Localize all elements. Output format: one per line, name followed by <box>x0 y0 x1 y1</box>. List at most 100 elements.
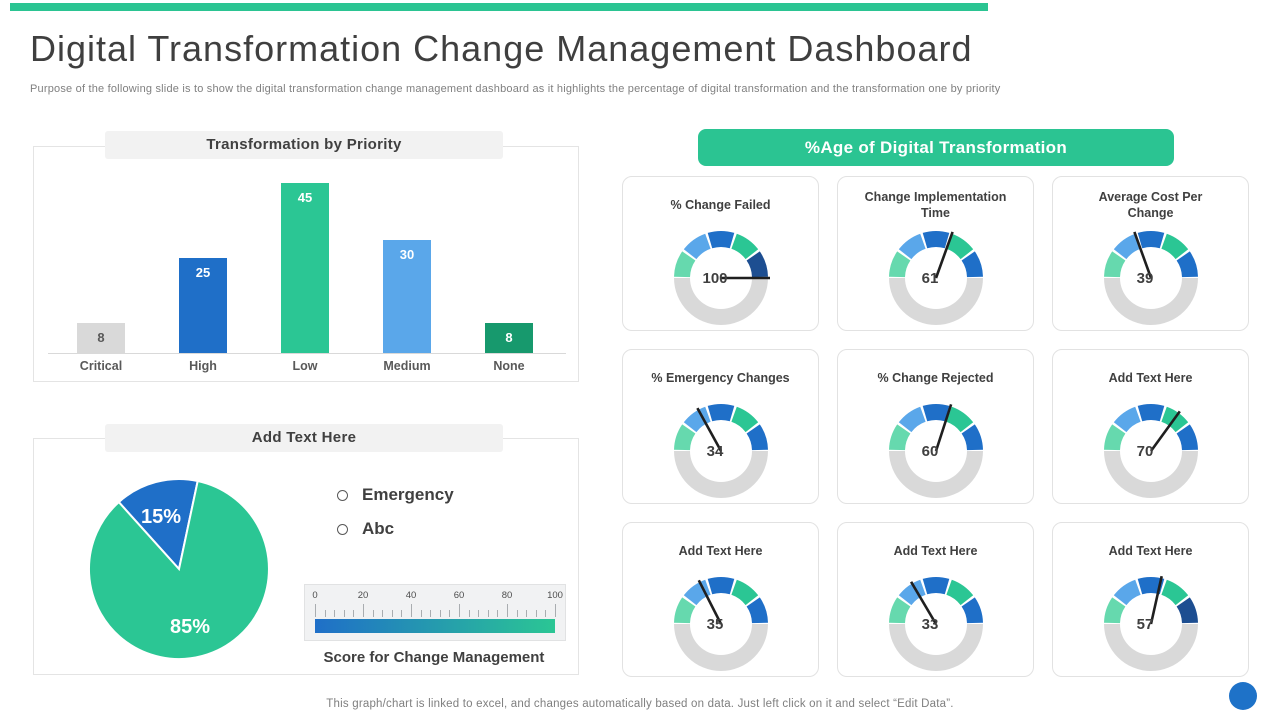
gauge-value: 34 <box>706 443 723 460</box>
gauge-grid: % Change Failed 100 Change Implementation … <box>622 176 1249 677</box>
gauge-segment <box>1113 233 1141 260</box>
gauge-chart[interactable]: 34 <box>656 397 786 499</box>
gauge-card[interactable]: Average Cost Per Change 39 <box>1052 176 1249 331</box>
bar-high[interactable] <box>179 258 227 353</box>
bar-chart-panel[interactable]: 8 Critical 25 High 45 Low 30 Medium 8 None <box>33 146 579 382</box>
gauge-chart[interactable]: 33 <box>871 570 1001 672</box>
gauge-segment <box>961 597 983 624</box>
gauge-segment <box>746 597 768 624</box>
gauge-segment <box>945 233 973 260</box>
bar-chart-title: Transformation by Priority <box>105 131 503 159</box>
gauge-needle <box>1149 575 1163 625</box>
gauge-card-title: % Emergency Changes <box>651 371 790 386</box>
gauge-value: 61 <box>921 270 938 287</box>
gauge-inactive-arc <box>888 624 983 671</box>
gauge-card[interactable]: % Change Failed 100 <box>622 176 819 331</box>
scale-minor-tick <box>449 610 451 617</box>
bar-x-label: High <box>189 359 217 373</box>
gauge-segment <box>922 576 949 595</box>
gauge-segment <box>1176 251 1198 278</box>
gauge-segment <box>673 597 695 624</box>
gauge-segment <box>1176 424 1198 451</box>
gauge-chart[interactable]: 61 <box>871 224 1001 326</box>
gauge-segment <box>1176 597 1198 624</box>
gauge-inactive-arc <box>1103 451 1198 498</box>
gauge-segment <box>1137 403 1164 422</box>
gauge-value: 57 <box>1136 616 1153 633</box>
scale-tick-label: 80 <box>501 590 513 601</box>
gauge-segment <box>888 424 910 451</box>
scale-tick-label: 0 <box>312 590 318 601</box>
bar-value-label: 30 <box>399 247 415 262</box>
gauge-needle <box>934 403 952 452</box>
gauge-segment <box>1103 424 1125 451</box>
legend-item-abc: Abc <box>337 519 454 539</box>
scale-minor-tick <box>401 610 403 617</box>
bar-none[interactable] <box>485 323 533 353</box>
pie-slice-abc[interactable] <box>88 479 270 660</box>
pie-chart-title: Add Text Here <box>105 424 503 452</box>
gauge-card[interactable]: Add Text Here 35 <box>622 522 819 677</box>
gauge-chart[interactable]: 57 <box>1086 570 1216 672</box>
scale-minor-tick <box>324 610 326 617</box>
gauge-card-title: Average Cost Per Change <box>1098 190 1203 220</box>
pie-slice-emergency[interactable] <box>117 478 199 572</box>
gauge-segment <box>1113 406 1141 433</box>
scale-minor-tick <box>497 610 499 617</box>
bar-critical[interactable] <box>77 323 125 353</box>
bar-x-label: Critical <box>79 359 123 373</box>
gauge-inactive-arc <box>888 451 983 498</box>
bar-chart[interactable]: 8 Critical 25 High 45 Low 30 Medium 8 None <box>34 147 578 381</box>
scale-tick-label: 20 <box>357 590 369 601</box>
gauge-card[interactable]: Add Text Here 33 <box>837 522 1034 677</box>
gauge-card[interactable]: Add Text Here 57 <box>1052 522 1249 677</box>
gauge-chart[interactable]: 100 <box>656 224 786 326</box>
scale-minor-tick <box>420 610 422 617</box>
gauge-segment <box>683 406 711 433</box>
gauge-segment <box>746 424 768 451</box>
pie-chart[interactable] <box>84 474 274 664</box>
gauge-card[interactable]: % Change Rejected 60 <box>837 349 1034 504</box>
gauge-segment <box>922 403 949 422</box>
gauge-card-title: Add Text Here <box>893 544 978 559</box>
gauge-segment <box>1160 579 1188 606</box>
gauge-inactive-arc <box>673 278 768 325</box>
bar-low[interactable] <box>281 183 329 353</box>
footer-note: This graph/chart is linked to excel, and… <box>326 698 954 710</box>
scale-minor-tick <box>468 610 470 617</box>
scale-major-tick <box>459 604 460 617</box>
legend-item-emergency: Emergency <box>337 485 454 505</box>
gauge-value: 33 <box>921 616 938 633</box>
gauge-segment <box>961 251 983 278</box>
scale-tick-label: 40 <box>405 590 417 601</box>
gauge-card-title: Change Implementation Time <box>864 190 1007 220</box>
pie-legend: Emergency Abc <box>337 485 454 553</box>
gauge-segment <box>1103 597 1125 624</box>
legend-bullet-icon <box>337 490 348 502</box>
gauge-inactive-arc <box>1103 278 1198 325</box>
gauge-chart[interactable]: 70 <box>1086 397 1216 499</box>
gauge-chart[interactable]: 60 <box>871 397 1001 499</box>
legend-bullet-icon <box>337 524 348 536</box>
gauge-segment <box>922 230 949 249</box>
gauge-inactive-arc <box>673 451 768 498</box>
gauge-card[interactable]: Add Text Here 70 <box>1052 349 1249 504</box>
gauge-needle <box>1132 231 1152 279</box>
score-scale[interactable]: 0 20 40 60 80 100 <box>304 584 566 641</box>
gauge-needle <box>1149 410 1181 452</box>
gauge-segment <box>683 233 711 260</box>
bar-value-label: 25 <box>195 265 211 280</box>
scale-tick-label: 100 <box>547 590 563 601</box>
scale-minor-tick <box>526 610 528 617</box>
gauge-card[interactable]: % Emergency Changes 34 <box>622 349 819 504</box>
pie-chart-panel[interactable]: 15% 85% Emergency Abc 0 20 40 60 80 100 Score f… <box>33 438 579 675</box>
scale-minor-tick <box>343 610 345 617</box>
gauge-card[interactable]: Change Implementation Time 61 <box>837 176 1034 331</box>
gauge-card-title: % Change Failed <box>670 198 771 213</box>
gauge-chart[interactable]: 35 <box>656 570 786 672</box>
gauge-segment <box>746 251 768 278</box>
gauge-chart[interactable]: 39 <box>1086 224 1216 326</box>
pie-data-label: 15% <box>141 506 182 528</box>
score-scale-gradient-bar <box>315 619 555 633</box>
bar-medium[interactable] <box>383 240 431 353</box>
